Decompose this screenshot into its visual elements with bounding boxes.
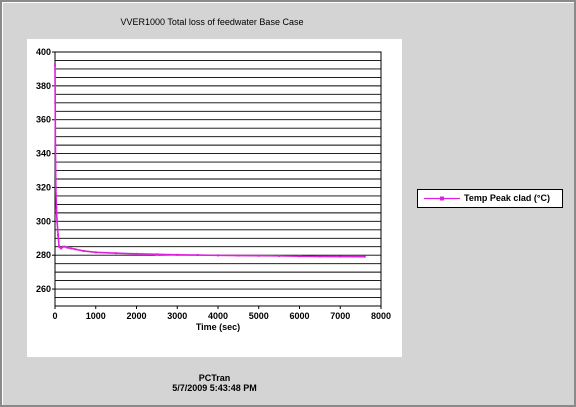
data-point [176,253,179,256]
x-tick-label: 2000 [126,311,146,321]
x-tick-label: 1000 [86,311,106,321]
x-tick-label: 5000 [249,311,269,321]
x-tick-label: 8000 [371,311,391,321]
data-point [56,220,59,223]
data-point [54,186,57,189]
data-point [54,64,56,67]
data-point [115,252,118,255]
x-axis-label: Time (sec) [196,322,240,332]
data-point [57,233,60,236]
y-tick-label: 400 [36,47,51,57]
x-tick-label: 3000 [167,311,187,321]
footer: PCTran 5/7/2009 5:43:48 PM [2,373,427,393]
x-tick-label: 7000 [330,311,350,321]
footer-app-name: PCTran [198,373,231,383]
y-tick-label: 280 [36,250,51,260]
data-point [196,254,199,257]
footer-timestamp: 5/7/2009 5:43:48 PM [172,383,257,393]
data-point [237,254,240,257]
x-tick-label: 4000 [208,311,228,321]
data-point [62,245,65,248]
data-point [74,248,77,251]
data-point [54,144,57,147]
data-point [82,249,85,252]
data-point [60,247,63,250]
x-tick-label: 0 [52,311,57,321]
data-point [66,246,69,249]
data-point [58,245,61,248]
legend-label: Temp Peak clad (°C) [464,193,550,203]
data-point [278,254,281,257]
legend-line-icon [424,196,460,201]
chart-title: VVER1000 Total loss of feedwater Base Ca… [120,17,304,27]
data-point [94,251,97,254]
y-tick-label: 320 [36,182,51,192]
data-point [318,255,321,258]
data-point [217,254,219,257]
y-tick-label: 300 [36,216,51,226]
y-tick-label: 380 [36,81,51,91]
data-point [298,255,301,258]
data-point [64,245,67,248]
y-tick-label: 260 [36,284,51,294]
x-tick-label: 6000 [289,311,309,321]
data-point [55,206,58,209]
data-point [155,253,158,256]
data-point [54,101,57,104]
data-point [135,252,138,255]
y-tick-label: 340 [36,149,51,159]
legend: Temp Peak clad (°C) [417,189,563,208]
y-tick-label: 360 [36,115,51,125]
data-point [363,255,366,258]
data-point [257,254,260,257]
plot-panel: 260 280 300 320 340 360 380 400 0 1000 2000 3000 400… [27,39,402,357]
data-point [70,247,73,250]
data-point [339,255,342,258]
